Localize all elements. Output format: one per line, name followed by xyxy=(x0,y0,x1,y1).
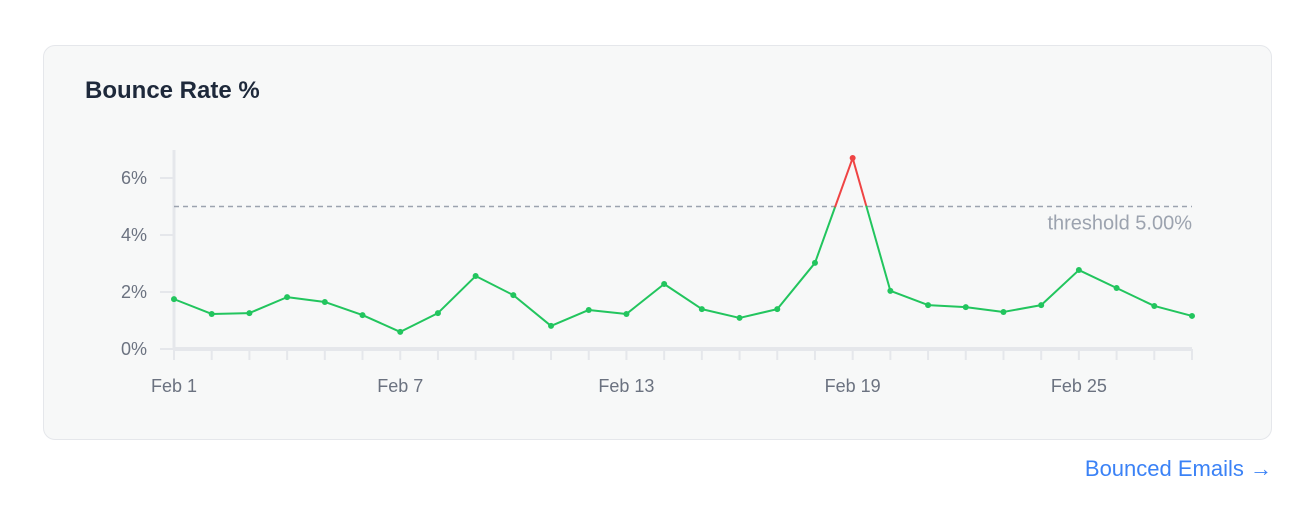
data-point xyxy=(811,259,818,266)
series-line-segment xyxy=(1077,269,1118,290)
y-tick-label: 0% xyxy=(121,339,147,359)
series-line-segment xyxy=(399,312,439,333)
series-line-segment xyxy=(474,275,515,297)
series-line-segment xyxy=(1153,304,1193,317)
series-line-segment xyxy=(813,205,837,264)
series-line-segment xyxy=(550,308,590,327)
x-tick-label: Feb 25 xyxy=(1051,376,1107,396)
y-tick-label: 6% xyxy=(121,168,147,188)
x-tick-label: Feb 19 xyxy=(825,376,881,396)
series-line-segment xyxy=(1040,269,1080,307)
link-label: Bounced Emails xyxy=(1084,456,1244,481)
data-point xyxy=(774,306,781,313)
data-point xyxy=(397,328,404,335)
data-point xyxy=(171,296,177,303)
data-point xyxy=(472,273,479,280)
threshold-label: threshold 5.00% xyxy=(1047,213,1192,235)
series-line-segment xyxy=(834,157,854,208)
x-tick-label: Feb 1 xyxy=(151,376,197,396)
series-line-segment xyxy=(361,314,402,333)
series-line-segment xyxy=(587,308,628,315)
data-point xyxy=(1189,312,1195,319)
data-point xyxy=(510,292,517,299)
x-tick-label: Feb 7 xyxy=(377,376,423,396)
x-tick-label: Feb 13 xyxy=(598,376,654,396)
data-point xyxy=(962,304,969,311)
series-line-segment xyxy=(1002,304,1043,313)
series-line-segment xyxy=(663,283,703,311)
data-point xyxy=(208,310,215,317)
data-point xyxy=(623,310,630,317)
series-line-segment xyxy=(889,289,930,307)
data-point xyxy=(661,281,668,288)
series-line-segment xyxy=(865,205,892,292)
data-point xyxy=(434,310,441,317)
series-line-segment xyxy=(248,296,289,315)
series-line-segment xyxy=(700,308,741,319)
series-line-segment xyxy=(625,283,666,315)
data-point xyxy=(1038,302,1045,309)
y-tick-label: 2% xyxy=(121,282,147,302)
data-point xyxy=(849,155,856,162)
data-point xyxy=(284,294,291,301)
arrow-right-icon: → xyxy=(1250,456,1272,481)
bounce-rate-card xyxy=(43,45,1272,440)
series-line-segment xyxy=(851,157,868,208)
series-line-segment xyxy=(436,275,477,315)
data-point xyxy=(698,306,705,313)
data-point xyxy=(887,287,894,294)
series-line-segment xyxy=(964,306,1005,313)
data-point xyxy=(246,310,253,317)
series-line-segment xyxy=(776,261,816,311)
series-line-segment xyxy=(512,294,553,327)
series-line-segment xyxy=(210,312,251,315)
data-point xyxy=(925,302,932,309)
series-line-segment xyxy=(286,296,326,303)
data-point xyxy=(736,314,743,321)
data-point xyxy=(548,322,555,329)
series-line-segment xyxy=(323,300,364,317)
data-point xyxy=(359,312,366,319)
series-line-segment xyxy=(927,304,967,309)
y-tick-label: 4% xyxy=(121,225,147,245)
data-point xyxy=(585,306,592,313)
data-point xyxy=(1151,302,1158,309)
card-title: Bounce Rate % xyxy=(85,77,260,104)
data-point xyxy=(1000,308,1007,315)
data-point xyxy=(1075,267,1082,274)
bounced-emails-link[interactable]: Bounced Emails → xyxy=(1085,456,1272,482)
data-point xyxy=(1113,285,1120,292)
series-line-segment xyxy=(173,298,213,315)
data-point xyxy=(321,298,328,305)
series-line-segment xyxy=(1115,287,1156,307)
series-line-segment xyxy=(738,308,779,319)
